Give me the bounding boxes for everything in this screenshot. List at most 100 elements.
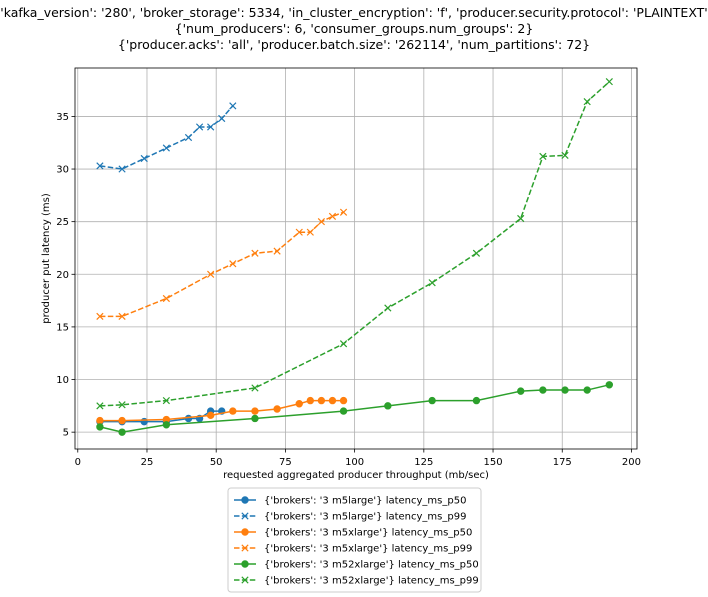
series-area [96, 78, 614, 436]
x-tick-label: 50 [210, 457, 223, 468]
x-marker [96, 402, 104, 410]
x-marker [229, 260, 237, 268]
x-marker [384, 304, 392, 312]
x-marker [118, 401, 126, 409]
data-point [605, 78, 613, 86]
data-point [273, 405, 281, 413]
x-marker [241, 512, 249, 520]
legend-entry: {'brokers': '3 m5large'} latency_ms_p50 [234, 496, 466, 507]
data-point [339, 396, 348, 405]
x-marker [207, 270, 215, 278]
y-tick-label: 30 [56, 165, 69, 176]
legend-entry: {'brokers': '3 m5xlarge'} latency_ms_p50 [234, 528, 472, 539]
x-tick-label: 100 [345, 457, 364, 468]
data-point [605, 381, 614, 389]
data-point [251, 249, 259, 257]
data-point [539, 386, 547, 394]
x-marker [561, 151, 569, 159]
data-point [241, 576, 249, 584]
data-point [229, 260, 237, 268]
data-point [339, 340, 348, 348]
y-axis-label: producer put latency (ms) [41, 193, 52, 324]
x-marker [96, 312, 104, 321]
x-marker [195, 123, 204, 131]
x-marker [317, 218, 326, 226]
data-point [384, 304, 392, 312]
data-point [118, 416, 126, 425]
x-marker [162, 144, 170, 152]
x-tick-label: 150 [483, 457, 502, 468]
legend-label: {'brokers': '3 m52xlarge'} latency_ms_p9… [264, 576, 479, 587]
data-point [472, 249, 481, 257]
y-tick-label: 35 [56, 112, 69, 123]
grid [75, 68, 637, 449]
chart-title-line: {'kafka_version': '280', 'broker_storage… [0, 5, 708, 20]
chart-title: {'kafka_version': '280', 'broker_storage… [0, 5, 708, 52]
x-marker [207, 123, 215, 131]
data-point [539, 152, 547, 161]
x-marker [241, 544, 249, 552]
data-point [184, 133, 193, 142]
plot-frame [74, 67, 638, 450]
data-point [162, 396, 170, 405]
data-point [561, 386, 569, 394]
data-point [140, 154, 148, 163]
x-marker [306, 228, 314, 236]
x-tick-label: 125 [414, 457, 433, 468]
data-point [428, 396, 436, 405]
y-tick-label: 25 [56, 217, 69, 228]
data-point [241, 512, 249, 520]
data-point [229, 102, 237, 110]
x-marker [605, 78, 613, 86]
x-marker [241, 576, 249, 584]
y-tick-label: 10 [56, 375, 69, 386]
data-point [96, 312, 104, 321]
x-marker [328, 212, 337, 221]
x-marker [251, 384, 259, 392]
data-point [317, 396, 326, 405]
data-point [583, 386, 591, 394]
legend-label: {'brokers': '3 m5large'} latency_ms_p99 [264, 512, 466, 523]
series-4 [96, 381, 614, 436]
data-point [241, 528, 249, 536]
x-marker [339, 208, 348, 216]
data-point [162, 144, 170, 152]
series-5 [96, 78, 613, 410]
x-tick-label: 25 [141, 457, 154, 468]
legend-label: {'brokers': '3 m5xlarge'} latency_ms_p99 [264, 544, 472, 555]
series-line [99, 211, 344, 318]
y-tick-label: 15 [56, 322, 69, 333]
x-marker [583, 98, 591, 106]
x-tick-label: 200 [622, 457, 641, 468]
x-marker [428, 279, 436, 287]
data-point [96, 402, 104, 410]
data-point [517, 387, 525, 395]
legend-label: {'brokers': '3 m5large'} latency_ms_p50 [264, 496, 466, 507]
data-point [295, 400, 303, 408]
data-point [118, 401, 126, 409]
data-point [96, 423, 104, 431]
data-point [162, 294, 170, 303]
x-marker [539, 152, 547, 161]
data-point [207, 123, 215, 131]
series-line [99, 105, 234, 170]
legend-entry: {'brokers': '3 m5large'} latency_ms_p99 [234, 512, 466, 523]
x-tick-label: 0 [75, 457, 81, 468]
data-point [241, 544, 249, 552]
data-point [306, 228, 314, 236]
chart-title-line: {'num_producers': 6, 'consumer_groups.nu… [175, 21, 534, 36]
data-point [428, 279, 436, 287]
data-point [96, 416, 104, 425]
x-marker [162, 396, 170, 405]
data-point [241, 496, 249, 504]
data-point [206, 411, 215, 420]
x-marker [218, 114, 226, 123]
data-point [118, 428, 126, 436]
x-marker [118, 165, 126, 173]
data-point [118, 165, 126, 173]
x-marker [140, 154, 148, 163]
legend-entry: {'brokers': '3 m52xlarge'} latency_ms_p9… [234, 576, 479, 587]
x-marker [229, 102, 237, 110]
data-point [472, 396, 481, 405]
